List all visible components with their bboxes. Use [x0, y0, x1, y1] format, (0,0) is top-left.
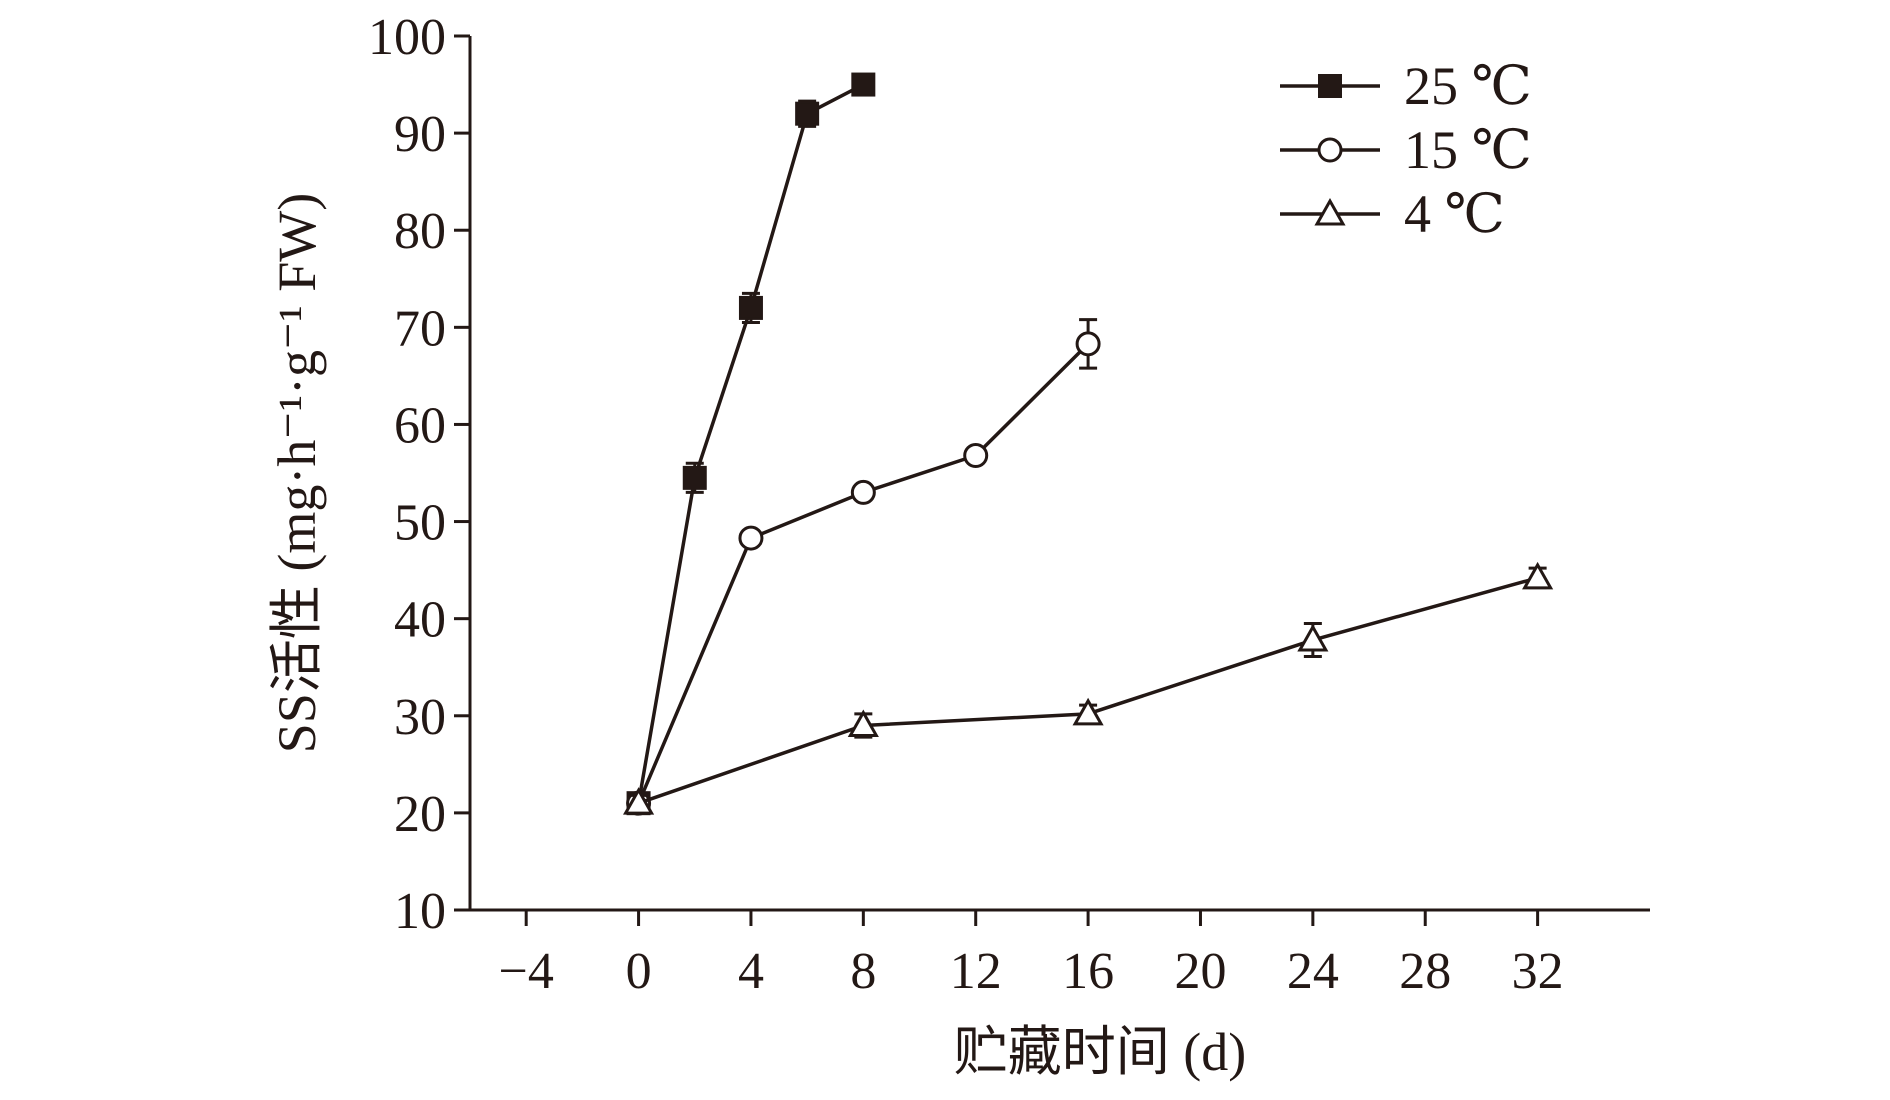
series-layer: [623, 72, 1554, 816]
x-tick-label: 20: [1174, 943, 1226, 1000]
marker-circle: [850, 479, 876, 505]
y-tick-label: 90: [394, 106, 446, 163]
y-tick-label: 70: [394, 300, 446, 357]
series-0: [626, 72, 876, 816]
y-tick-label: 20: [394, 786, 446, 843]
x-tick-label: 8: [850, 943, 876, 1000]
x-tick-label: 28: [1399, 943, 1451, 1000]
x-tick-label: 0: [626, 943, 652, 1000]
series-2: [623, 561, 1554, 815]
legend-label: 25 ℃: [1404, 56, 1532, 116]
x-tick-label: 4: [738, 943, 764, 1000]
marker-square: [738, 295, 763, 320]
y-tick-label: 10: [394, 883, 446, 940]
marker-circle: [1317, 137, 1343, 163]
marker-circle: [1075, 331, 1101, 357]
marker-square: [851, 72, 876, 97]
x-axis-title: 贮藏时间 (d): [954, 1022, 1246, 1082]
y-tick-label: 100: [368, 9, 446, 66]
marker-triangle: [1072, 697, 1104, 726]
legend-label: 4 ℃: [1404, 184, 1505, 244]
marker-triangle: [847, 709, 879, 737]
marker-triangle: [1522, 561, 1554, 590]
y-tick-label: 30: [394, 689, 446, 746]
x-tick-label: 32: [1512, 943, 1564, 1000]
axes: 10 20 30 40 50 60 70 80 90 100 −4 0 4 8 12 16 20 24 28 32: [368, 9, 1650, 1000]
y-tick-label: 80: [394, 203, 446, 260]
y-axis-title: SS活性 (mg·h⁻¹·g⁻¹ FW): [267, 193, 327, 753]
legend-item-2: 4 ℃: [1280, 184, 1505, 244]
x-tick-label: 12: [950, 943, 1002, 1000]
marker-triangle: [1297, 623, 1329, 652]
legend-label: 15 ℃: [1404, 120, 1532, 180]
marker-square: [682, 465, 707, 490]
x-tick-label: −4: [499, 943, 554, 1000]
series-line: [636, 83, 865, 804]
marker-triangle: [623, 787, 655, 815]
marker-circle: [738, 525, 764, 551]
marker-square: [1318, 74, 1342, 98]
legend-item-1: 15 ℃: [1280, 120, 1532, 180]
y-tick-label: 50: [394, 495, 446, 552]
series-line: [637, 576, 1539, 805]
y-tick-label: 60: [394, 397, 446, 454]
marker-square: [795, 101, 820, 126]
legend: 25 ℃15 ℃4 ℃: [1280, 56, 1532, 244]
marker-triangle: [1314, 197, 1346, 226]
x-tick-label: 24: [1287, 943, 1339, 1000]
x-tick-label: 16: [1062, 943, 1114, 1000]
y-tick-label: 40: [394, 592, 446, 649]
series-1: [626, 318, 1101, 816]
marker-circle: [963, 443, 989, 469]
legend-item-0: 25 ℃: [1280, 56, 1532, 116]
